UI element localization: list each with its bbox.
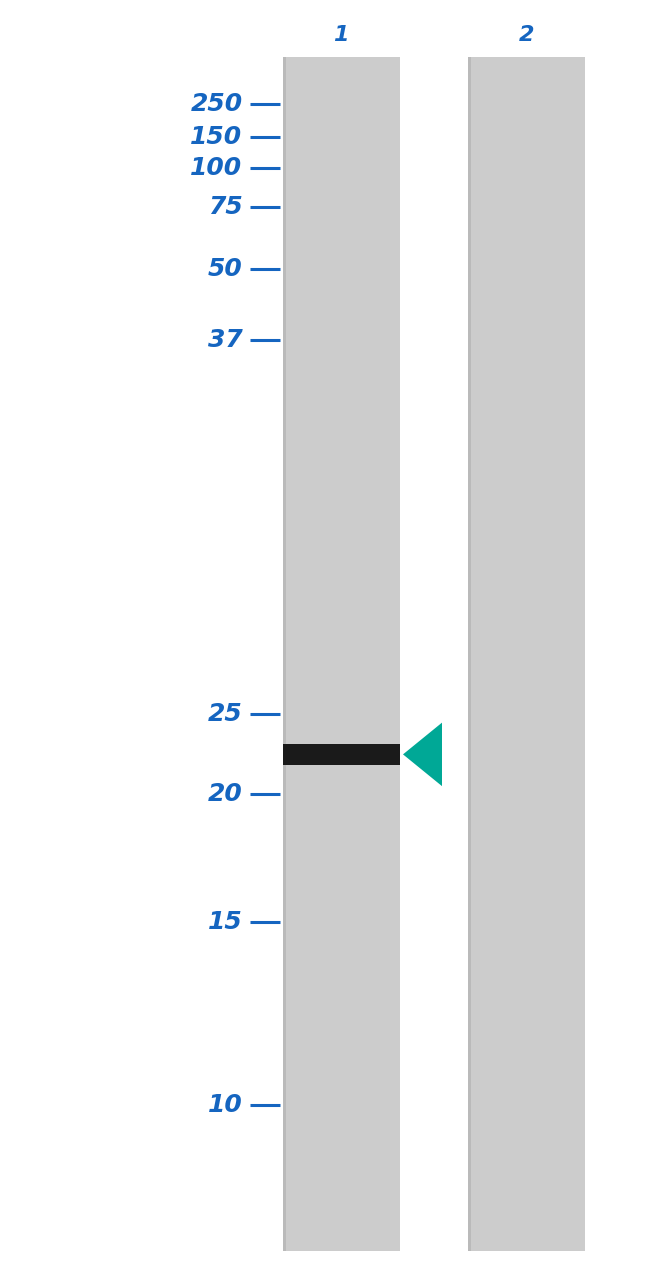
Text: 250: 250 xyxy=(190,93,242,116)
Text: 20: 20 xyxy=(208,782,242,805)
Bar xyxy=(283,744,400,765)
Polygon shape xyxy=(403,723,442,786)
Text: 1: 1 xyxy=(333,25,349,46)
Bar xyxy=(283,57,286,1251)
Bar xyxy=(468,57,471,1251)
Text: 150: 150 xyxy=(190,126,242,149)
Text: 100: 100 xyxy=(190,156,242,179)
Text: 75: 75 xyxy=(208,196,242,218)
Text: 50: 50 xyxy=(208,258,242,281)
Bar xyxy=(283,57,400,1251)
Text: 37: 37 xyxy=(208,329,242,352)
Text: 15: 15 xyxy=(208,911,242,933)
Text: 25: 25 xyxy=(208,702,242,725)
Bar xyxy=(468,57,585,1251)
Text: 10: 10 xyxy=(208,1093,242,1116)
Text: 2: 2 xyxy=(519,25,534,46)
